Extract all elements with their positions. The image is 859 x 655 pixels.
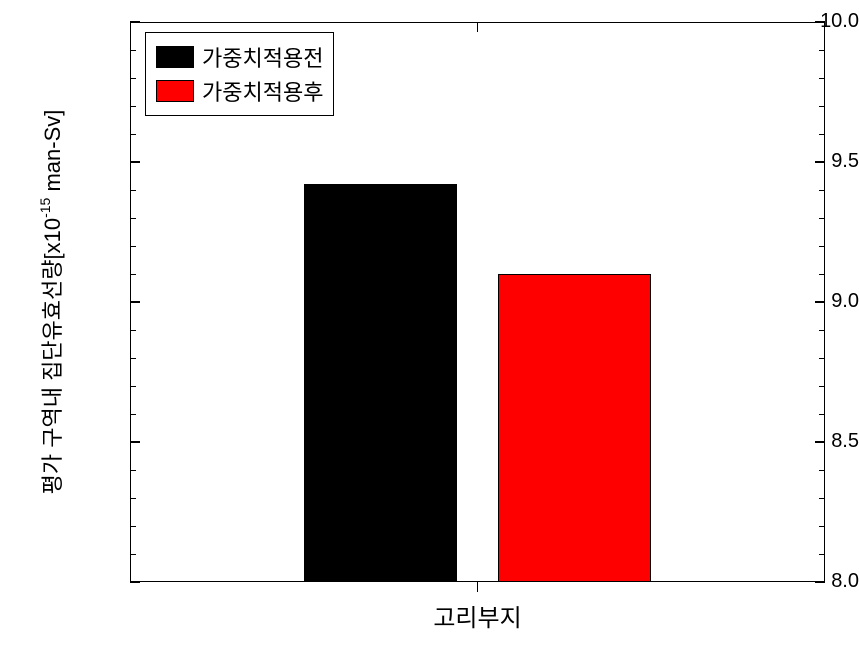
y-minor-tick <box>130 50 136 51</box>
y-minor-tick-right <box>819 190 825 191</box>
y-minor-tick-right <box>819 470 825 471</box>
y-tick-mark <box>130 441 140 443</box>
y-tick-mark <box>130 301 140 303</box>
y-minor-tick-right <box>819 554 825 555</box>
y-minor-tick-right <box>819 246 825 247</box>
y-tick-label: 9.0 <box>741 290 859 313</box>
legend: 가중치적용전가중치적용후 <box>145 32 334 116</box>
y-minor-tick <box>130 218 136 219</box>
y-minor-tick <box>130 78 136 79</box>
legend-item-1: 가중치적용후 <box>156 75 323 107</box>
y-minor-tick <box>130 134 136 135</box>
legend-swatch <box>156 46 194 68</box>
y-minor-tick <box>130 106 136 107</box>
y-minor-tick-right <box>819 358 825 359</box>
y-minor-tick-right <box>819 414 825 415</box>
bar-1 <box>498 274 651 582</box>
y-minor-tick-right <box>819 386 825 387</box>
y-tick-label: 8.0 <box>741 570 859 593</box>
y-minor-tick <box>130 470 136 471</box>
y-minor-tick <box>130 274 136 275</box>
legend-label: 가중치적용전 <box>202 41 323 73</box>
y-minor-tick-right <box>819 50 825 51</box>
y-minor-tick-right <box>819 526 825 527</box>
y-minor-tick <box>130 358 136 359</box>
y-axis-label-exponent: -15 <box>37 198 53 218</box>
y-axis-label-prefix: 평가 구역내 집단유효선량[x10 <box>40 218 65 494</box>
y-minor-tick-right <box>819 330 825 331</box>
y-minor-tick-right <box>819 134 825 135</box>
y-minor-tick <box>130 526 136 527</box>
bar-0 <box>304 184 457 582</box>
y-tick-mark <box>130 161 140 163</box>
y-minor-tick-right <box>819 106 825 107</box>
y-minor-tick-right <box>819 78 825 79</box>
legend-swatch <box>156 80 194 102</box>
y-minor-tick <box>130 190 136 191</box>
y-tick-label: 9.5 <box>741 150 859 173</box>
y-tick-label: 10.0 <box>741 10 859 33</box>
x-category-label: 고리부지 <box>433 598 521 633</box>
y-minor-tick <box>130 554 136 555</box>
legend-label: 가중치적용후 <box>202 75 323 107</box>
bar-chart: 8.0 8.5 9.0 9.5 10.0 고리부지 평가 구역내 집단유효선량[x10-… <box>0 0 859 655</box>
y-tick-label: 8.5 <box>741 430 859 453</box>
y-minor-tick-right <box>819 274 825 275</box>
y-tick-mark <box>130 21 140 23</box>
y-minor-tick <box>130 414 136 415</box>
x-tick-mark-top <box>477 22 479 32</box>
y-minor-tick <box>130 330 136 331</box>
y-tick-mark <box>130 581 140 583</box>
y-minor-tick-right <box>819 218 825 219</box>
y-axis-label-suffix: man-Sv] <box>40 110 65 198</box>
y-minor-tick <box>130 498 136 499</box>
y-minor-tick <box>130 246 136 247</box>
legend-item-0: 가중치적용전 <box>156 41 323 73</box>
y-minor-tick-right <box>819 498 825 499</box>
y-minor-tick <box>130 386 136 387</box>
x-tick-mark <box>477 582 479 592</box>
